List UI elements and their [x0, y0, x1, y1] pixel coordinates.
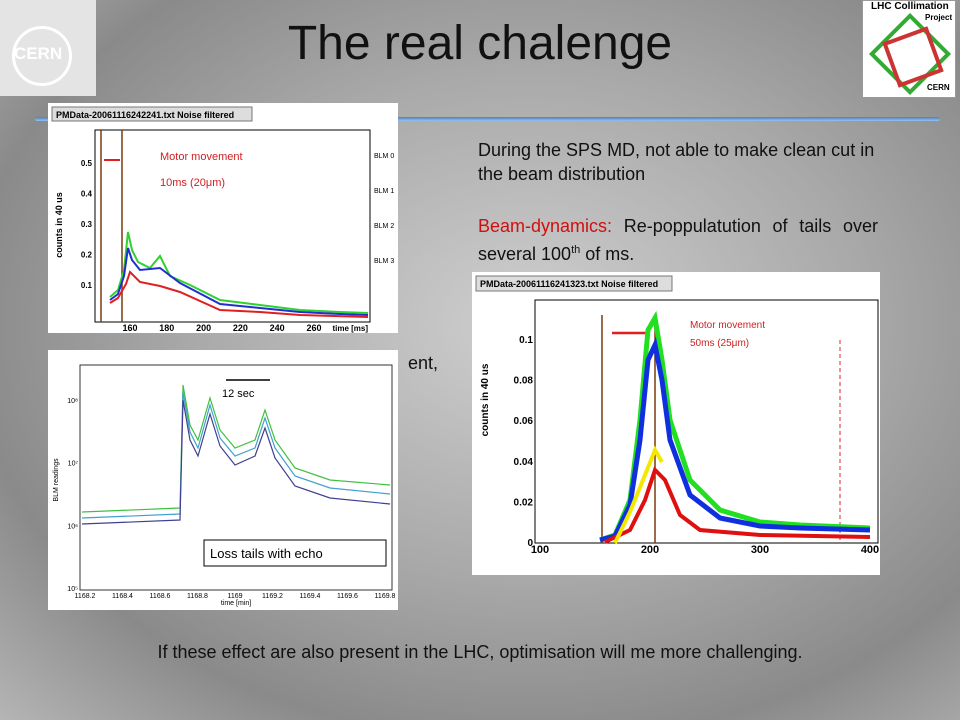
- text: Re-poppulatution of tails over several 1…: [478, 216, 878, 264]
- x-tick-label: 260: [306, 323, 321, 333]
- x-tick-label: 1169.6: [337, 593, 358, 600]
- y-tick-label: 0.04: [514, 457, 534, 468]
- text-line: Beam-dynamics: Re-poppulatution of tails…: [478, 214, 878, 266]
- x-tick-label: 400: [861, 544, 879, 556]
- x-label: time [min]: [221, 600, 251, 607]
- curve: [604, 466, 871, 544]
- curve: [613, 445, 664, 544]
- legend-entry: BLM 2: [374, 223, 394, 230]
- y-tick-label: 0.4: [81, 190, 93, 199]
- y-label: BLM readings: [53, 458, 60, 502]
- x-tick-label: 1168.8: [187, 593, 208, 600]
- x-tick-label: 240: [270, 323, 285, 333]
- annotation: Motor movement: [160, 151, 243, 163]
- legend-entry: BLM 0: [374, 153, 394, 160]
- curve: [81, 384, 391, 513]
- x-tick-label: 200: [641, 544, 659, 556]
- plot-frame: [94, 129, 371, 323]
- footer-text: If these effect are also present in the …: [157, 642, 803, 662]
- x-tick-label: 1169.2: [262, 593, 283, 600]
- plot-title: PMData-20061116241323.txt Noise filtered: [480, 279, 658, 289]
- x-tick-label: 1169: [227, 593, 242, 600]
- x-tick-label: 220: [233, 323, 248, 333]
- plot-title-box: [51, 106, 253, 122]
- x-tick-label: 180: [159, 323, 174, 333]
- curve: [81, 391, 391, 519]
- annotation: 10ms (20μm): [160, 177, 225, 189]
- text: of ms.: [585, 244, 635, 264]
- x-tick-label: 1168.6: [150, 593, 171, 600]
- y-tick-label: 0.06: [514, 416, 534, 427]
- y-tick-label: 0.08: [514, 376, 534, 387]
- curve: [109, 270, 369, 318]
- logo-text: CERN: [927, 83, 950, 92]
- annotation: 12 sec: [222, 388, 255, 400]
- curve: [599, 337, 871, 543]
- annotation: Motor movement: [690, 320, 765, 331]
- x-label: time [ms]: [332, 324, 368, 333]
- plot-frame: [79, 364, 393, 591]
- plot-title: PMData-20061116242241.txt Noise filtered: [56, 110, 234, 120]
- y-tick-label: 0.5: [81, 159, 93, 168]
- y-tick-label: 0: [527, 538, 533, 549]
- x-tick-label: 1169.8: [375, 593, 396, 600]
- y-tick-label: 10⁷: [68, 461, 79, 468]
- legend-entry: BLM 3: [374, 258, 394, 265]
- logo-text: Project: [925, 13, 953, 22]
- legend-entry: BLM 1: [374, 188, 394, 195]
- y-tick-label: 0.02: [514, 497, 534, 508]
- y-tick-label: 0.1: [519, 335, 533, 346]
- plot-frame: [534, 299, 879, 544]
- x-tick-label: 1169.4: [300, 593, 321, 600]
- cern-logo: CERN: [0, 0, 96, 96]
- slide-title: The real chalenge: [287, 17, 673, 70]
- superscript: th: [571, 244, 581, 256]
- caption: Loss tails with echo: [210, 546, 323, 561]
- y-tick-label: 0.2: [81, 251, 93, 260]
- plot-panel: [48, 103, 398, 333]
- x-tick-label: 100: [531, 544, 549, 556]
- x-tick-label: 300: [751, 544, 769, 556]
- y-tick-label: 10⁵: [67, 586, 78, 593]
- text-fragment: ent,: [408, 353, 439, 373]
- y-tick-label: 0.3: [81, 220, 93, 229]
- divider: [35, 117, 940, 121]
- plot-title-box: [475, 275, 673, 292]
- y-label: counts in 40 us: [54, 192, 64, 258]
- y-tick-label: 10⁸: [67, 398, 78, 405]
- y-tick-label: 0.1: [81, 281, 93, 290]
- curve: [109, 231, 369, 314]
- lhc-logo: LHC Collimation Project CERN: [862, 0, 956, 98]
- x-tick-label: 1168.2: [75, 593, 96, 600]
- x-tick-label: 200: [196, 323, 211, 333]
- plot-panel: [48, 350, 398, 610]
- y-tick-label: 10⁶: [67, 523, 78, 530]
- logo-text: LHC Collimation: [871, 1, 949, 12]
- x-tick-label: 1168.4: [112, 593, 133, 600]
- y-label: counts in 40 us: [480, 363, 491, 436]
- logo-text: CERN: [14, 44, 63, 63]
- annotation: 50ms (25μm): [690, 338, 749, 349]
- curve: [81, 399, 391, 525]
- curve: [109, 247, 369, 316]
- x-tick-label: 160: [122, 323, 137, 333]
- caption-box: [203, 539, 387, 567]
- text-line: During the SPS MD, not able to make clea…: [478, 140, 875, 184]
- highlight: Beam-dynamics:: [478, 216, 613, 236]
